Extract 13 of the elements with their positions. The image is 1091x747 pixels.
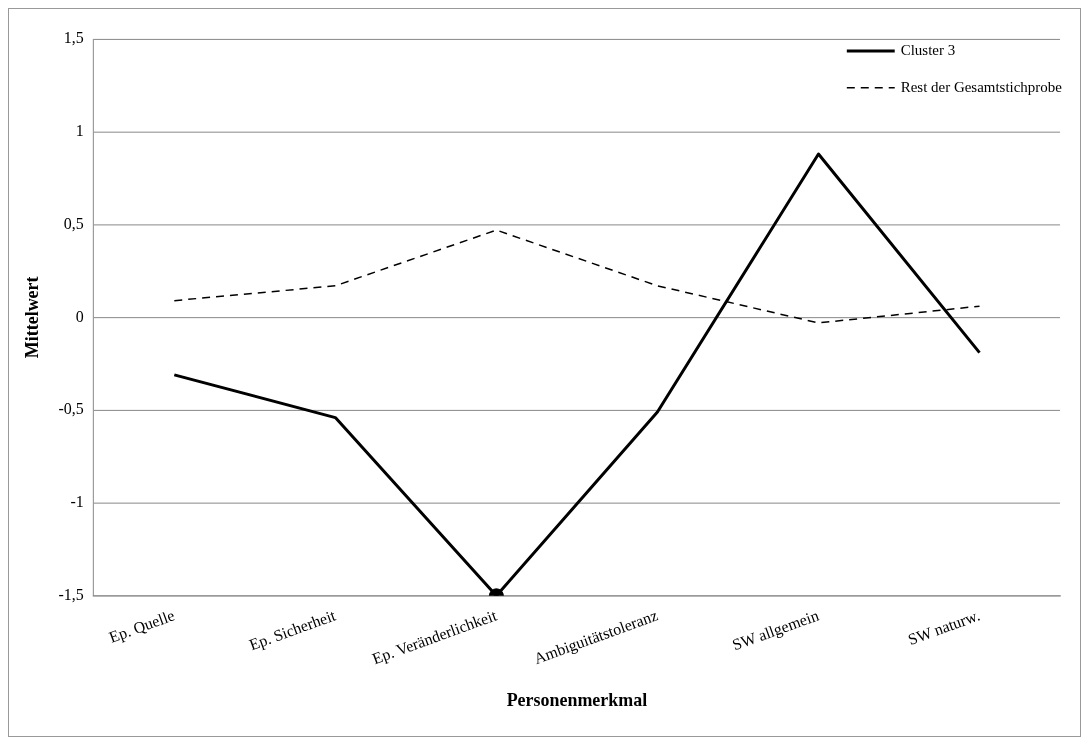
- y-tick-label: -1,5: [58, 585, 84, 603]
- x-tick-label: Ep. Quelle: [106, 606, 178, 647]
- legend-label: Rest der Gesamtstichprobe: [900, 78, 1063, 95]
- y-tick-label: 1: [75, 121, 84, 139]
- y-tick-label: 0: [75, 307, 84, 325]
- y-axis-title: Mittelwert: [22, 276, 43, 359]
- y-tick-label: 0,5: [63, 214, 84, 232]
- x-axis-title: Personenmerkmal: [506, 689, 648, 710]
- y-tick-label: -1: [70, 493, 84, 511]
- y-tick-label: 1,5: [63, 29, 84, 47]
- legend-label: Cluster 3: [900, 41, 956, 58]
- x-tick-label: SW naturw.: [905, 606, 982, 649]
- y-tick-label: -0,5: [58, 400, 84, 418]
